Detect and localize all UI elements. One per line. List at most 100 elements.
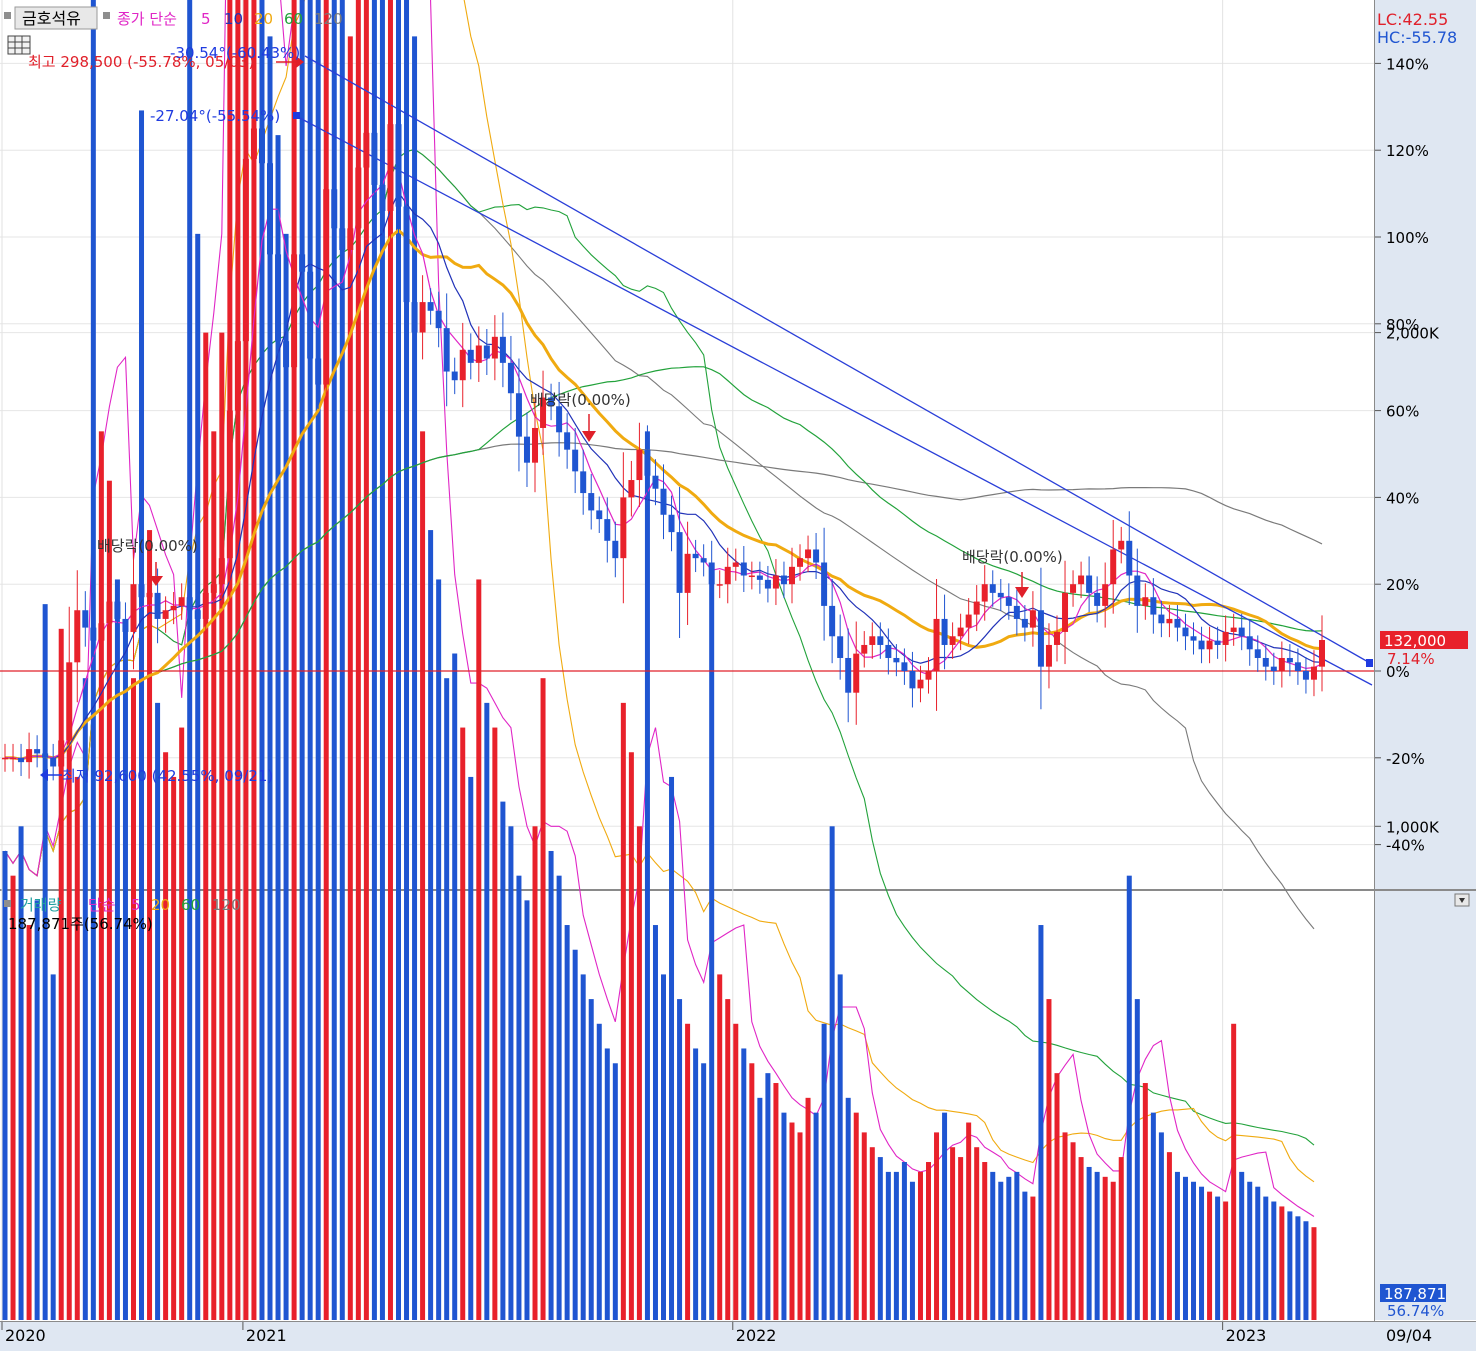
candle-body xyxy=(957,627,964,637)
candle-body xyxy=(716,584,723,586)
scroll-corner-icon[interactable] xyxy=(1454,893,1470,907)
candle-body xyxy=(780,575,787,585)
volume-bar xyxy=(476,579,482,1320)
trend-line-marker-1 xyxy=(1366,659,1373,667)
candle-body xyxy=(1126,540,1133,576)
dividend-label-1: 배당락(0.00%) xyxy=(97,537,198,555)
volume-bar xyxy=(1014,1171,1020,1320)
candle-body xyxy=(612,540,619,559)
volume-tick-label: 1,000K xyxy=(1386,818,1440,836)
volume-bar xyxy=(990,1171,996,1320)
volume-bar xyxy=(877,1157,883,1320)
volume-bar xyxy=(1199,1186,1205,1320)
volume-bar xyxy=(620,702,626,1320)
volume-bar xyxy=(155,702,161,1320)
volume-legend-ma60: 60 xyxy=(181,896,200,914)
volume-bar xyxy=(243,0,249,1320)
candle-body xyxy=(1222,631,1229,645)
price-box xyxy=(1380,631,1468,649)
candle-body xyxy=(965,614,972,628)
candle-body xyxy=(1062,592,1069,632)
candle-body xyxy=(1254,649,1261,658)
candle-body xyxy=(604,519,611,541)
volume-bar xyxy=(139,110,145,1320)
volume-bar xyxy=(428,530,434,1320)
candle-body xyxy=(1078,575,1085,585)
volume-bar xyxy=(291,0,297,1320)
candle-body xyxy=(805,549,812,559)
volume-bar xyxy=(315,0,321,1320)
candle-body xyxy=(491,336,498,359)
volume-bar xyxy=(1102,1176,1108,1320)
volume-bar xyxy=(1078,1157,1084,1320)
candle-body xyxy=(258,128,265,164)
volume-bar xyxy=(1126,875,1132,1320)
volume-bar xyxy=(869,1147,875,1320)
volume-bar xyxy=(1086,1166,1092,1320)
volume-bar xyxy=(572,949,578,1320)
candle-body xyxy=(275,254,282,342)
candle-body xyxy=(186,597,193,611)
price-tick-label: 120% xyxy=(1386,142,1429,160)
candle-body xyxy=(387,124,394,211)
volume-box-value: 187,871 xyxy=(1384,1285,1446,1303)
volume-bar xyxy=(2,850,8,1320)
candle-body xyxy=(1150,597,1157,615)
volume-bar xyxy=(82,678,88,1320)
volume-bar xyxy=(492,727,498,1320)
volume-bar xyxy=(982,1162,988,1320)
volume-bar xyxy=(596,1023,602,1320)
candle-body xyxy=(1102,584,1109,606)
candle-body xyxy=(628,480,635,498)
volume-bar xyxy=(460,727,466,1320)
volume-bar xyxy=(685,1023,691,1320)
dividend-arrow-icon-3 xyxy=(1015,587,1029,598)
volume-bar xyxy=(1279,1206,1285,1320)
volume-bar xyxy=(1038,925,1044,1320)
trend-label-2: -27.04°(-55.54%) xyxy=(150,107,280,125)
volume-bar xyxy=(251,0,257,1320)
volume-bar xyxy=(540,678,546,1320)
candle-body xyxy=(371,132,378,185)
volume-bar xyxy=(893,1171,899,1320)
volume-bar xyxy=(10,875,16,1320)
volume-bar xyxy=(942,1112,948,1320)
candle-body xyxy=(18,757,25,763)
candle-body xyxy=(1270,666,1277,671)
volume-bar xyxy=(885,1171,891,1320)
volume-bar xyxy=(781,1112,787,1320)
candle-body xyxy=(532,427,539,463)
volume-bar xyxy=(355,0,361,1321)
volume-bar xyxy=(934,1132,940,1320)
candle-body xyxy=(636,449,643,481)
volume-bar xyxy=(765,1073,771,1320)
candle-body xyxy=(178,597,185,606)
calculator-icon[interactable] xyxy=(7,35,31,55)
trend-line-2 xyxy=(295,115,1373,686)
volume-bar xyxy=(709,579,715,1320)
price-axis-panel xyxy=(1375,0,1476,890)
candle-body xyxy=(764,579,771,589)
volume-legend-ma5: 5 xyxy=(131,896,141,914)
candle-body xyxy=(10,757,17,760)
volume-bar xyxy=(1062,1132,1068,1320)
candle-body xyxy=(981,584,988,602)
candle-body xyxy=(1166,618,1173,624)
candle-body xyxy=(748,575,755,578)
candle-body xyxy=(98,623,105,641)
candle-body xyxy=(250,128,257,159)
volume-tick-label: 2,000K xyxy=(1386,325,1440,343)
candle-body xyxy=(700,558,707,563)
candle-body xyxy=(949,636,956,645)
low-label: 최저 92,600 (42.55%, 09/21) xyxy=(62,767,273,785)
volume-bar xyxy=(347,36,353,1320)
candle-body xyxy=(395,124,402,207)
candle-body xyxy=(925,671,932,680)
volume-bar xyxy=(1174,1171,1180,1320)
candle-body xyxy=(1005,597,1012,606)
volume-bar xyxy=(26,925,32,1320)
volume-bar xyxy=(1191,1181,1197,1320)
stock-name-button[interactable] xyxy=(14,6,98,30)
legend-ma5: 5 xyxy=(201,10,211,28)
